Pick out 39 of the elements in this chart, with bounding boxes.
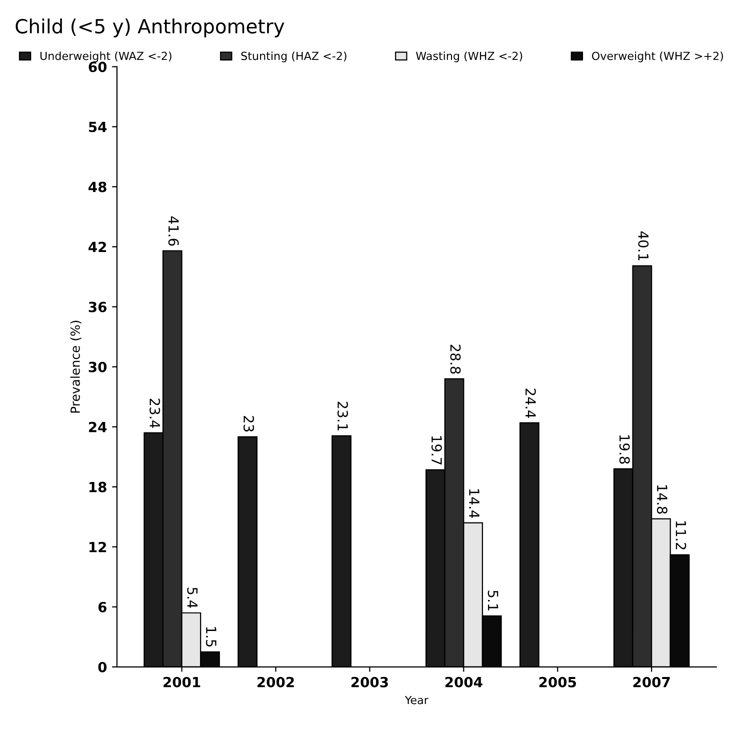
y-tick-label: 42: [88, 242, 106, 252]
data-label: 40.1: [638, 231, 649, 260]
x-axis-title: Year: [404, 696, 428, 704]
y-tick-label: 36: [88, 302, 106, 312]
y-tick-label: 12: [89, 542, 106, 552]
x-tick-label: 2004: [445, 676, 482, 688]
data-label: 14.8: [656, 485, 668, 514]
data-label: 11.2: [676, 521, 686, 550]
x-tick-label: 2002: [258, 676, 294, 688]
legend-label: Underweight (WAZ <-2): [40, 51, 172, 62]
data-label: 23: [244, 416, 254, 432]
data-label: 1.5: [206, 627, 216, 647]
x-tick-label: 2005: [539, 676, 576, 688]
y-axis-title: Prevalence (%): [70, 320, 82, 413]
data-label: 19.8: [619, 435, 630, 464]
y-tick-label: 0: [98, 662, 107, 672]
y-tick-label: 18: [89, 482, 106, 492]
legend-label: Stunting (HAZ <-2): [241, 51, 346, 62]
y-tick-label: 60: [88, 62, 107, 72]
y-tick-label: 30: [88, 362, 107, 372]
data-label: 41.6: [168, 216, 179, 246]
y-tick-label: 54: [88, 122, 107, 132]
data-label: 14.4: [469, 489, 480, 518]
legend-label: Overweight (WHZ >+2): [592, 51, 723, 62]
x-tick-label: 2007: [633, 676, 670, 688]
x-tick-label: 2003: [351, 676, 388, 688]
y-tick-label: 24: [89, 422, 107, 432]
data-label: 5.4: [187, 588, 198, 608]
data-label: 24.4: [526, 388, 536, 418]
data-label: 23.1: [337, 402, 348, 430]
legend-label: Wasting (WHZ <-2): [416, 51, 522, 62]
data-label: 28.8: [450, 344, 461, 374]
data-label: 19.7: [431, 436, 442, 464]
data-label: 5.1: [488, 590, 498, 610]
y-tick-label: 6: [98, 602, 106, 612]
x-tick-label: 2001: [164, 676, 200, 688]
data-label: 23.4: [150, 398, 160, 428]
y-tick-label: 48: [88, 182, 106, 192]
chart-title: Child (<5 y) Anthropometry: [16, 18, 284, 38]
